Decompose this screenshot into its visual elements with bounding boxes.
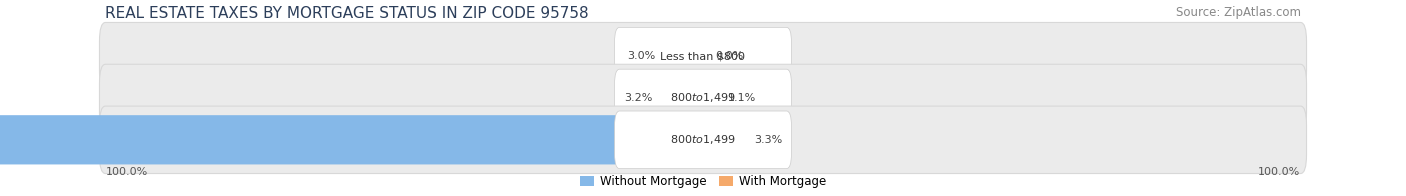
Text: 1.1%: 1.1% (728, 93, 756, 103)
FancyBboxPatch shape (100, 23, 1306, 90)
Text: Source: ZipAtlas.com: Source: ZipAtlas.com (1175, 6, 1301, 19)
Text: 100.0%: 100.0% (1258, 167, 1301, 178)
FancyBboxPatch shape (614, 69, 792, 127)
FancyBboxPatch shape (100, 64, 1306, 132)
FancyBboxPatch shape (699, 115, 747, 164)
FancyBboxPatch shape (100, 106, 1306, 173)
FancyBboxPatch shape (614, 111, 792, 169)
Text: 3.0%: 3.0% (627, 51, 655, 61)
FancyBboxPatch shape (614, 27, 792, 85)
FancyBboxPatch shape (664, 32, 707, 81)
Text: $800 to $1,499: $800 to $1,499 (671, 92, 735, 104)
Text: 100.0%: 100.0% (105, 167, 148, 178)
Text: 0.0%: 0.0% (716, 51, 744, 61)
Legend: Without Mortgage, With Mortgage: Without Mortgage, With Mortgage (581, 175, 825, 188)
Text: $800 to $1,499: $800 to $1,499 (671, 133, 735, 146)
Text: Less than $800: Less than $800 (661, 51, 745, 61)
Text: 3.3%: 3.3% (755, 135, 783, 145)
Text: REAL ESTATE TAXES BY MORTGAGE STATUS IN ZIP CODE 95758: REAL ESTATE TAXES BY MORTGAGE STATUS IN … (105, 6, 589, 21)
FancyBboxPatch shape (0, 115, 707, 164)
FancyBboxPatch shape (661, 73, 707, 123)
Text: 3.2%: 3.2% (624, 93, 652, 103)
FancyBboxPatch shape (699, 73, 720, 123)
